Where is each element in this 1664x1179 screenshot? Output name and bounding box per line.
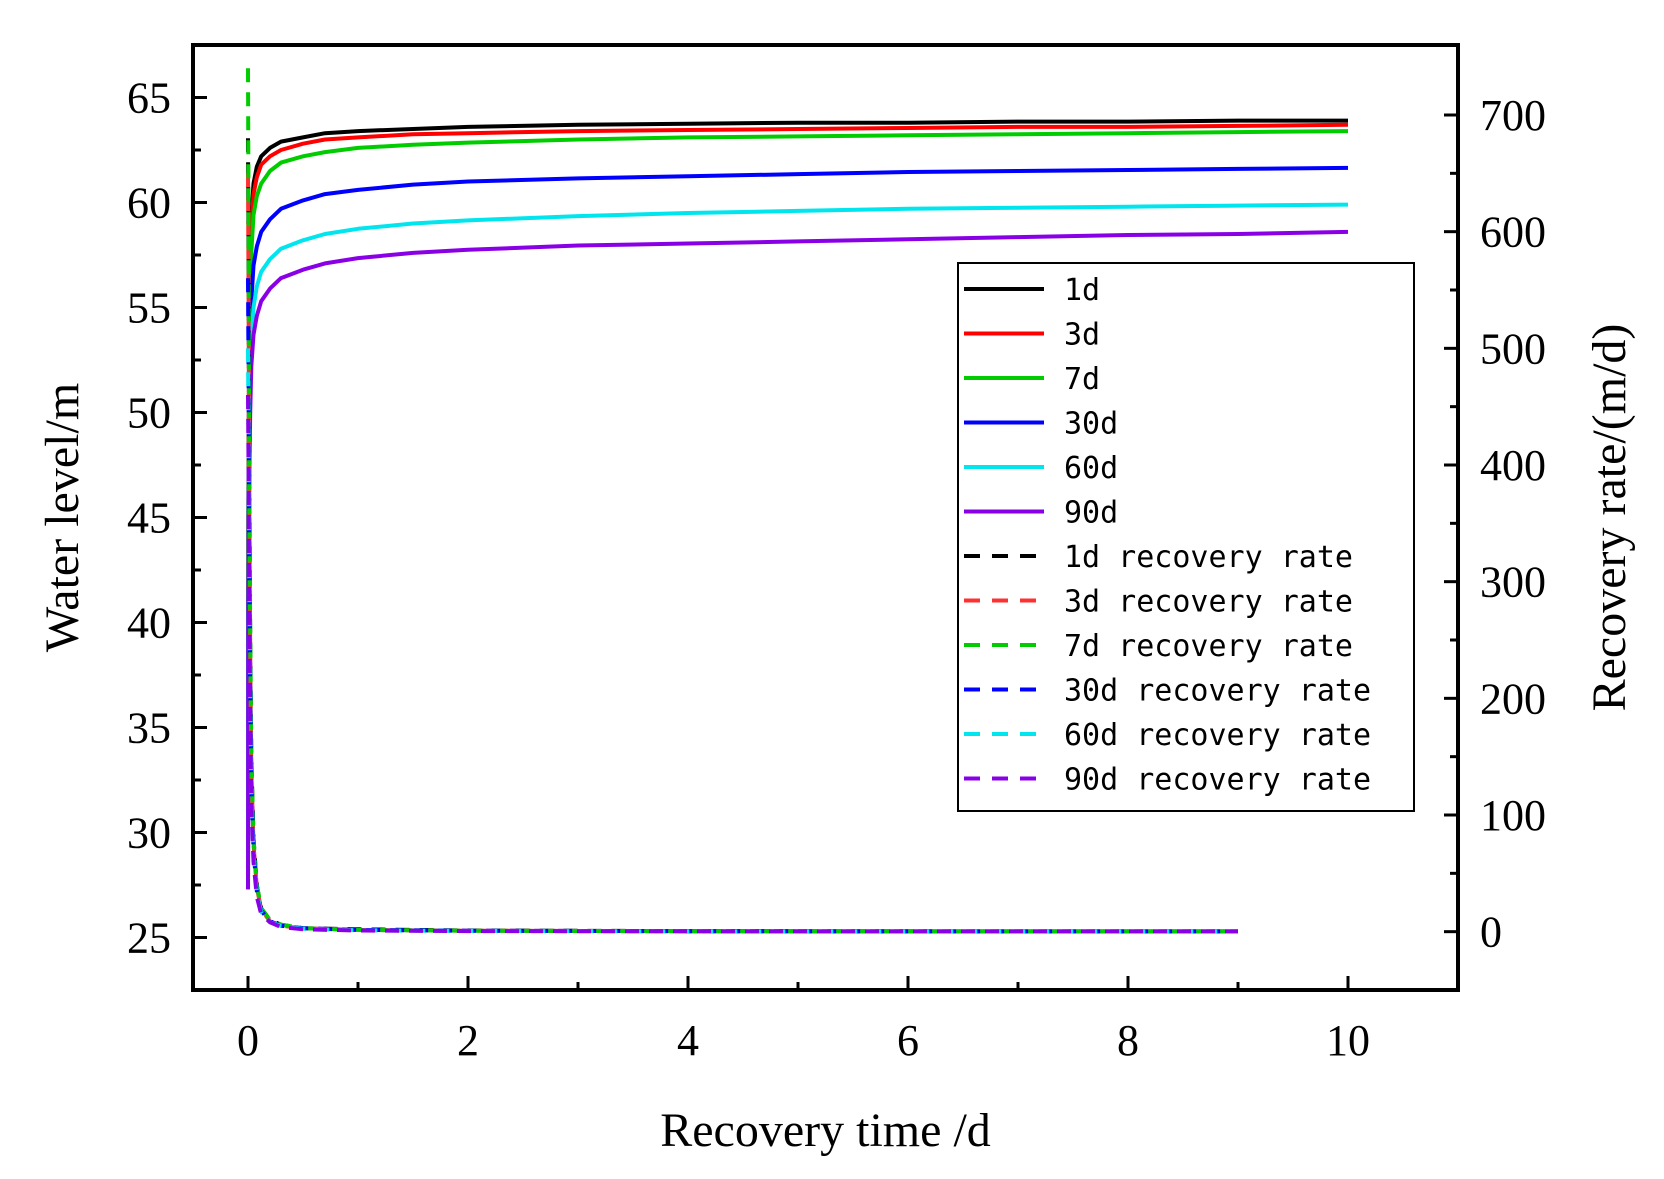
y-left-axis: 25 30 35 40 45 50 55 60 65 — [127, 74, 207, 963]
y-right-tick-label: 100 — [1480, 791, 1546, 840]
legend-label: 90d — [1064, 496, 1118, 531]
legend-label: 30d recovery rate — [1064, 674, 1371, 709]
series-90d-recovery-rate — [246, 394, 1238, 934]
y-right-tick-label: 500 — [1480, 324, 1546, 373]
y-left-tick-label: 65 — [127, 74, 171, 123]
legend-label: 30d — [1064, 407, 1118, 442]
legend-label: 7d recovery rate — [1064, 629, 1353, 664]
legend-label: 7d — [1064, 362, 1100, 397]
legend-label: 60d — [1064, 451, 1118, 486]
legend: 1d 3d 7d 30d 60d 90d 1d recovery rate 3d recove… — [957, 262, 1415, 812]
legend-label: 3d — [1064, 318, 1100, 353]
y-right-tick-label: 0 — [1480, 908, 1502, 957]
legend-label: 60d recovery rate — [1064, 718, 1371, 753]
legend-label: 3d recovery rate — [1064, 585, 1353, 620]
y-left-tick-label: 30 — [127, 809, 171, 858]
y-left-tick-label: 55 — [127, 284, 171, 333]
y-left-tick-label: 45 — [127, 494, 171, 543]
x-tick-label: 2 — [457, 1016, 479, 1065]
x-tick-label: 10 — [1326, 1016, 1370, 1065]
x-tick-label: 0 — [237, 1016, 259, 1065]
y-right-tick-label: 200 — [1480, 674, 1546, 723]
legend-label: 90d recovery rate — [1064, 763, 1371, 798]
x-axis-title: Recovery time /d — [660, 1104, 991, 1157]
x-axis: 0 2 4 6 8 10 — [237, 976, 1370, 1065]
y-left-tick-label: 35 — [127, 704, 171, 753]
y-left-tick-label: 25 — [127, 914, 171, 963]
series-layer — [246, 68, 1349, 934]
y-left-tick-label: 60 — [127, 179, 171, 228]
y-left-axis-title: Water level/m — [36, 383, 89, 652]
legend-label: 1d — [1064, 273, 1100, 308]
y-right-tick-label: 600 — [1480, 208, 1546, 257]
y-left-tick-label: 50 — [127, 389, 171, 438]
y-right-tick-label: 300 — [1480, 558, 1546, 607]
x-tick-label: 4 — [677, 1016, 699, 1065]
y-right-axis: 0 100 200 300 400 500 600 700 — [1444, 91, 1546, 957]
legend-frame — [957, 262, 1415, 812]
x-tick-label: 6 — [897, 1016, 919, 1065]
y-left-tick-label: 40 — [127, 599, 171, 648]
x-tick-label: 8 — [1117, 1016, 1139, 1065]
series-7d — [246, 129, 1349, 890]
y-right-axis-title: Recovery rate/(m/d) — [1583, 324, 1636, 712]
y-right-tick-label: 400 — [1480, 441, 1546, 490]
y-right-tick-label: 700 — [1480, 91, 1546, 140]
legend-label: 1d recovery rate — [1064, 540, 1353, 575]
